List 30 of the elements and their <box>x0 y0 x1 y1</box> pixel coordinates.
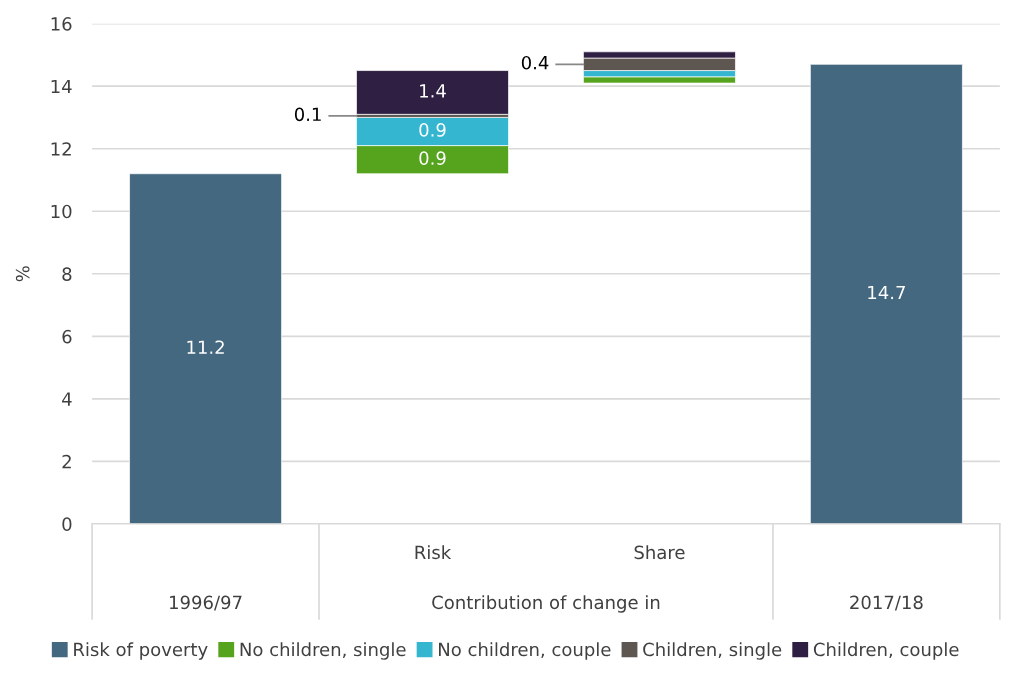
legend-label: Risk of poverty <box>74 642 208 660</box>
data-label: 1.4 <box>420 84 446 98</box>
data-label: 0.9 <box>419 151 446 165</box>
legend-label: No children, couple <box>439 642 611 660</box>
bar <box>356 70 509 115</box>
data-label: 0.9 <box>419 123 446 137</box>
y-axis-title: % <box>15 266 30 282</box>
y-tick-label: 14 <box>51 79 72 94</box>
legend-label: Children, couple <box>813 642 959 660</box>
y-tick-label: 12 <box>51 142 71 156</box>
y-tick-label: 2 <box>62 454 71 469</box>
y-tick-label: 8 <box>62 267 72 281</box>
y-tick-label: 0 <box>62 517 72 532</box>
legend-label: No children, single <box>240 642 406 660</box>
text: Contribution of change in <box>432 595 660 613</box>
data-label: 0.4 <box>521 55 549 70</box>
y-tick-label: 16 <box>51 17 72 31</box>
data-label: 0.1 <box>294 107 321 122</box>
bar <box>129 173 282 524</box>
legend-label: Children, single <box>643 642 782 660</box>
y-tick-label: 6 <box>62 329 72 344</box>
x-tick-label: Risk <box>415 545 452 560</box>
bar <box>810 63 963 524</box>
y-tick-label: 10 <box>51 204 72 219</box>
x-tick-label: 1996/97 <box>170 595 242 611</box>
data-label: 14.7 <box>868 285 905 300</box>
x-tick-label: Share <box>634 545 685 560</box>
y-tick-label: 4 <box>62 392 72 406</box>
x-tick-label: 2017/18 <box>850 595 923 611</box>
data-label: 11.2 <box>187 340 224 354</box>
